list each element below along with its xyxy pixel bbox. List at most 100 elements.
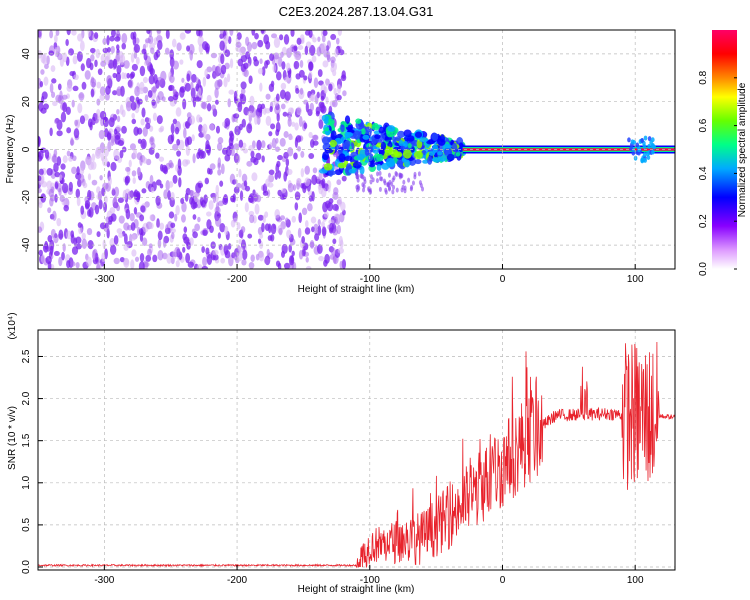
heatmap-cell: [400, 145, 406, 150]
heatmap-cell: [312, 167, 318, 174]
heatmap-cell: [239, 93, 244, 100]
heatmap-cell: [50, 91, 56, 98]
heatmap-cell: [172, 60, 180, 70]
heatmap-cell: [446, 153, 455, 162]
heatmap-cell: [77, 102, 83, 114]
heatmap-cell: [135, 56, 140, 65]
heatmap-cell: [274, 208, 281, 219]
snr-series-line: [38, 341, 675, 569]
heatmap-cell: [321, 35, 326, 43]
heatmap-cell: [248, 144, 255, 152]
bottom-y-tick-label: 2.0: [21, 391, 32, 405]
heatmap-cell: [116, 44, 120, 51]
heatmap-cell: [229, 30, 234, 37]
heatmap-cell: [169, 227, 177, 234]
heatmap-cell: [236, 182, 242, 189]
heatmap-cell: [288, 134, 294, 141]
heatmap-cell: [102, 239, 106, 250]
heatmap-cell: [215, 184, 220, 195]
heatmap-cell: [318, 119, 324, 130]
heatmap-cell: [150, 142, 156, 150]
heatmap-cell: [317, 183, 323, 191]
heatmap-cell: [208, 200, 214, 210]
heatmap-cell: [129, 213, 135, 222]
heatmap-cell: [51, 78, 57, 84]
heatmap-cell: [139, 65, 146, 77]
heatmap-cell: [334, 169, 343, 176]
heatmap-cell: [183, 226, 188, 233]
heatmap-cell: [72, 55, 78, 65]
heatmap-cell: [69, 71, 75, 77]
heatmap-cell: [304, 220, 309, 228]
heatmap-cell: [298, 249, 304, 260]
colorbar: 0.0 0.2 0.4 0.6 0.8 Normalized spectral ampl…: [698, 30, 748, 276]
heatmap-cell: [257, 67, 264, 75]
heatmap-cell: [169, 74, 175, 84]
heatmap-cell: [104, 195, 108, 204]
heatmap-cell: [197, 148, 202, 157]
heatmap-cell: [368, 187, 372, 193]
heatmap-cell: [338, 153, 346, 163]
heatmap-cell: [187, 261, 194, 268]
heatmap-cell: [113, 128, 118, 135]
heatmap-cell: [376, 171, 380, 177]
heatmap-cell: [56, 217, 62, 227]
heatmap-cell: [247, 233, 253, 239]
heatmap-cell: [216, 142, 223, 151]
heatmap-cell: [303, 99, 309, 105]
heatmap-cell: [398, 172, 402, 178]
heatmap-cell: [279, 34, 284, 41]
heatmap-cell: [62, 101, 68, 113]
heatmap-cell: [300, 150, 305, 158]
heatmap-cell: [323, 163, 333, 171]
heatmap-cell: [330, 33, 337, 41]
heatmap-cell: [122, 189, 127, 201]
heatmap-cell: [134, 85, 141, 97]
heatmap-cell: [643, 157, 647, 163]
heatmap-cell: [395, 136, 401, 142]
heatmap-cell: [337, 162, 347, 169]
heatmap-cell: [115, 72, 122, 82]
heatmap-cell: [277, 155, 283, 161]
heatmap-cell: [342, 90, 347, 97]
heatmap-cell: [220, 53, 225, 65]
heatmap-cell: [318, 114, 323, 121]
heatmap-cell: [335, 37, 340, 45]
heatmap-cell: [227, 98, 231, 108]
heatmap-cell: [323, 211, 329, 218]
heatmap-cell: [269, 106, 273, 113]
heatmap-cell: [355, 187, 359, 193]
heatmap-cell: [317, 219, 321, 226]
bottom-y-tick-label: 0.0: [21, 560, 32, 574]
heatmap-cell: [259, 233, 264, 239]
heatmap-cell: [233, 113, 240, 119]
heatmap-cell: [196, 114, 201, 123]
heatmap-cell: [328, 198, 334, 204]
heatmap-cell: [336, 179, 342, 186]
heatmap-cell: [186, 241, 191, 250]
heatmap-cell: [48, 188, 55, 198]
heatmap-cell: [217, 157, 222, 168]
heatmap-cell: [316, 46, 322, 57]
heatmap-cell: [285, 158, 290, 167]
heatmap-cell: [407, 177, 411, 183]
heatmap-cell: [284, 76, 290, 83]
heatmap-cell: [268, 83, 275, 93]
heatmap-cell: [222, 147, 228, 155]
heatmap-cell: [164, 47, 170, 55]
heatmap-cell: [99, 222, 107, 230]
heatmap-cell: [298, 212, 303, 224]
heatmap-cell: [287, 146, 294, 157]
heatmap-cell: [130, 101, 137, 111]
heatmap-cell: [68, 156, 73, 162]
heatmap-cell: [139, 232, 144, 242]
heatmap-cell: [402, 149, 412, 159]
heatmap-cell: [106, 75, 112, 85]
colorbar-tick-label: 0.6: [698, 118, 709, 132]
heatmap-cell: [184, 137, 190, 148]
heatmap-cell: [280, 51, 284, 58]
heatmap-cell: [84, 156, 92, 165]
heatmap-cell: [317, 69, 323, 77]
